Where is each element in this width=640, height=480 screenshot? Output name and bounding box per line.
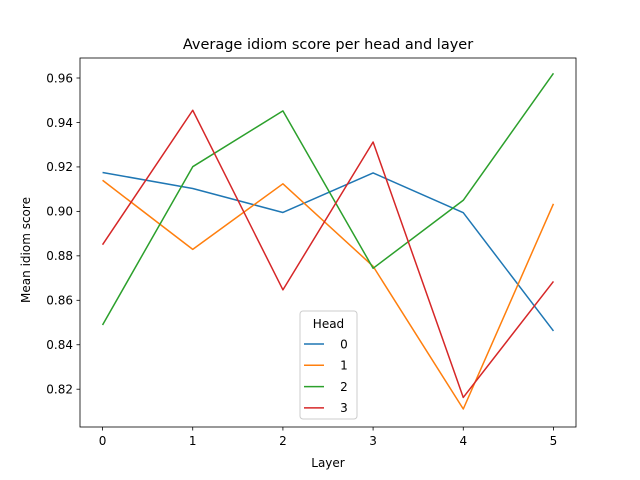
legend-box (299, 310, 358, 420)
plot-area: 0 1 2 3 4 5 0.82 0.84 0.86 0.88 0.90 0.92 0.94 0.96 (46, 57, 577, 448)
axes-frame (79, 57, 577, 428)
x-tick-label: 4 (459, 434, 467, 448)
y-tick-label: 0.88 (46, 249, 73, 263)
legend-label-head-3: 3 (340, 401, 348, 415)
y-tick-label: 0.96 (46, 71, 73, 85)
legend-label-head-0: 0 (340, 337, 348, 351)
y-tick-label: 0.84 (46, 338, 73, 352)
series-line-head-2 (101, 72, 555, 326)
y-tick-label: 0.94 (46, 116, 73, 130)
legend-title: Head (313, 317, 344, 331)
x-tick-label: 5 (550, 434, 558, 448)
chart-title: Average idiom score per head and layer (183, 37, 473, 53)
legend-label-head-2: 2 (340, 380, 348, 394)
x-tick-label: 2 (279, 434, 287, 448)
x-tick-label: 1 (189, 434, 197, 448)
legend: Head 0 1 2 3 (299, 310, 358, 420)
legend-label-head-1: 1 (340, 359, 348, 373)
series-line-head-1 (102, 179, 555, 410)
y-tick-label: 0.86 (46, 294, 73, 308)
series-line-head-0 (102, 171, 555, 332)
x-tick-label: 0 (99, 434, 107, 448)
y-tick-label: 0.90 (46, 205, 73, 219)
x-axis-label: Layer (311, 456, 345, 470)
y-tick-label: 0.82 (46, 383, 73, 397)
y-tick-label: 0.92 (46, 160, 73, 174)
series-line-head-3 (101, 109, 555, 399)
y-axis-label: Mean idiom score (19, 197, 33, 303)
x-tick-label: 3 (369, 434, 377, 448)
